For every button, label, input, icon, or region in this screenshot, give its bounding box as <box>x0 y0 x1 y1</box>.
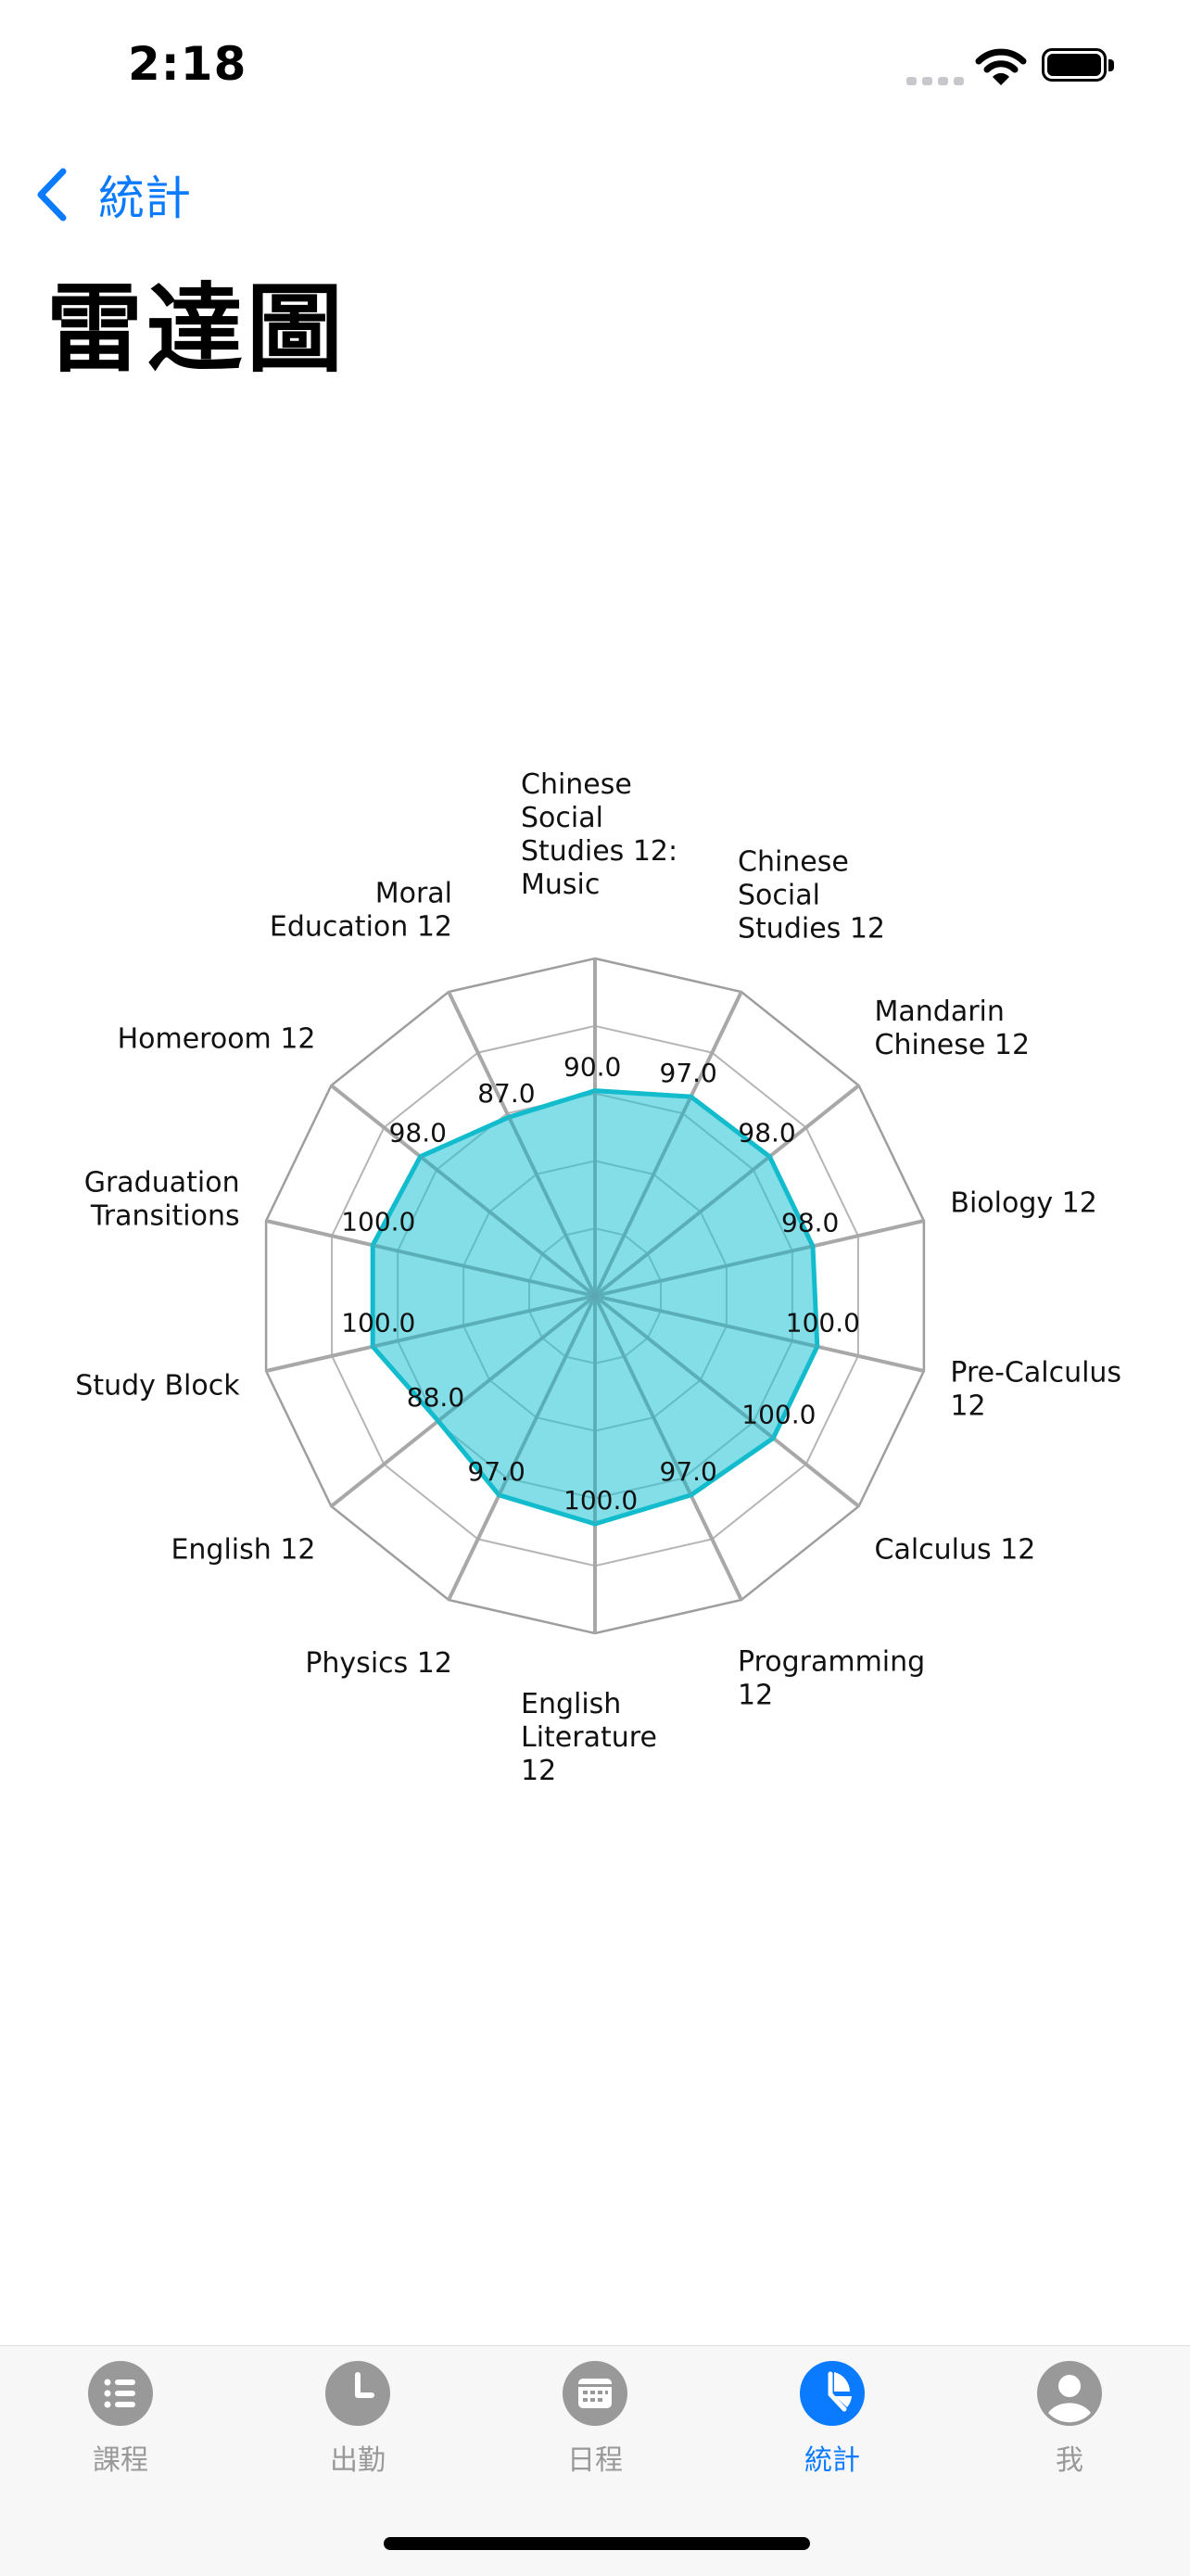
tab-attendance[interactable]: 出勤 <box>284 2361 432 2481</box>
pie-chart-icon <box>800 2361 865 2426</box>
data-label: 88.0 <box>407 1382 464 1413</box>
axis-label: Mandarin Chinese 12 <box>875 996 1031 1061</box>
back-button-label: 統計 <box>98 171 191 225</box>
axis-label: Chinese Social Studies 12 <box>738 845 885 945</box>
calendar-icon <box>563 2361 627 2426</box>
data-spoke-overlay <box>593 1096 692 1297</box>
battery-icon <box>1042 48 1118 85</box>
axis-label: Physics 12 <box>305 1647 452 1680</box>
axis-label: Calculus 12 <box>875 1534 1036 1567</box>
axis-label: Biology 12 <box>950 1187 1096 1220</box>
axis-label: Programming 12 <box>738 1645 925 1711</box>
axis-label: Moral Education 12 <box>270 878 452 944</box>
tab-attendance-label: 出勤 <box>330 2444 386 2477</box>
home-indicator <box>384 2537 810 2550</box>
data-spoke-overlay <box>593 1295 692 1496</box>
tab-statistics-label: 統計 <box>804 2444 860 2477</box>
data-spoke-overlay <box>594 1244 814 1298</box>
data-spoke-overlay <box>372 1294 596 1349</box>
data-label: 98.0 <box>738 1118 795 1148</box>
back-button[interactable]: 統計 <box>33 158 191 232</box>
tab-statistics[interactable]: 統計 <box>758 2361 906 2481</box>
tab-profile[interactable]: 我 <box>995 2361 1144 2481</box>
data-label: 100.0 <box>786 1308 860 1339</box>
axis-label: English 12 <box>171 1534 315 1567</box>
tab-courses-label: 課程 <box>93 2444 148 2477</box>
data-spoke-overlay <box>498 1295 597 1496</box>
tab-courses[interactable]: 課程 <box>46 2361 195 2481</box>
axis-label: Homeroom 12 <box>118 1022 316 1055</box>
data-label: 100.0 <box>563 1485 638 1516</box>
data-spoke-overlay <box>372 1243 596 1298</box>
data-spoke-overlay <box>594 1155 771 1298</box>
data-spoke-overlay <box>507 1116 597 1297</box>
list-icon <box>88 2361 153 2426</box>
data-label: 100.0 <box>741 1399 816 1429</box>
data-label: 97.0 <box>660 1058 717 1088</box>
data-label: 87.0 <box>477 1078 535 1109</box>
tab-schedule-label: 日程 <box>567 2444 623 2477</box>
data-label: 98.0 <box>389 1118 447 1148</box>
axis-label: Study Block <box>75 1369 240 1402</box>
data-label: 97.0 <box>660 1456 717 1487</box>
page-title: 雷達圖 <box>46 273 348 386</box>
person-icon <box>1037 2361 1102 2426</box>
status-time: 2:18 <box>128 37 247 91</box>
radar-chart: 90.0 97.0 98.0 98.0 100.0 100.0 97.0 100.0 97.0 8… <box>75 768 1121 1780</box>
cellular-signal-icon <box>906 74 964 85</box>
data-spoke-overlay <box>594 1294 818 1349</box>
status-bar: 2:18 <box>0 0 1190 139</box>
wifi-icon <box>975 48 1027 85</box>
data-spoke-overlay <box>419 1155 596 1298</box>
data-label: 100.0 <box>341 1206 415 1237</box>
data-label: 100.0 <box>341 1308 415 1339</box>
axis-label: Chinese Social Studies 12: Music <box>521 768 677 901</box>
data-label: 98.0 <box>781 1207 839 1237</box>
tab-profile-label: 我 <box>1056 2444 1083 2477</box>
clock-icon <box>325 2361 390 2426</box>
data-label: 97.0 <box>468 1456 525 1487</box>
axis-label: Graduation Transitions <box>84 1167 240 1233</box>
tab-schedule[interactable]: 日程 <box>521 2361 669 2481</box>
axis-label: Pre-Calculus 12 <box>950 1356 1121 1422</box>
axis-label: English Literature 12 <box>521 1688 657 1780</box>
chevron-left-icon <box>37 168 67 222</box>
data-spoke-overlay <box>594 1294 775 1440</box>
data-spoke-overlay <box>437 1294 596 1423</box>
data-label: 90.0 <box>563 1052 621 1083</box>
